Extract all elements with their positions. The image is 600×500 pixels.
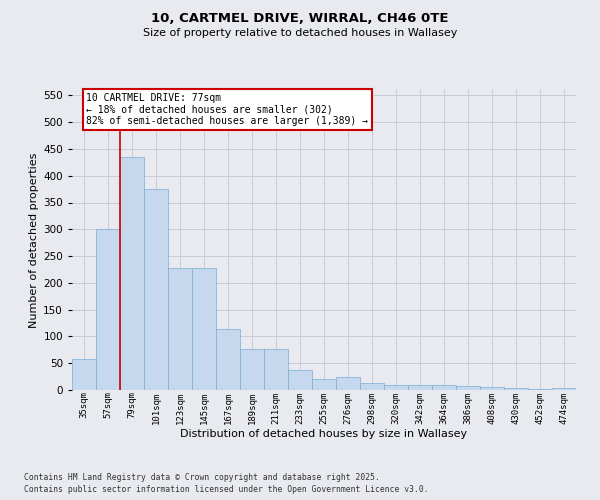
- Bar: [552, 388, 576, 390]
- Text: Contains public sector information licensed under the Open Government Licence v3: Contains public sector information licen…: [24, 485, 428, 494]
- Bar: [288, 370, 312, 390]
- Bar: [240, 349, 264, 390]
- Bar: [480, 388, 504, 390]
- Text: Size of property relative to detached houses in Wallasey: Size of property relative to detached ho…: [143, 28, 457, 38]
- Bar: [144, 189, 168, 390]
- Bar: [264, 349, 288, 390]
- Bar: [408, 385, 432, 390]
- X-axis label: Distribution of detached houses by size in Wallasey: Distribution of detached houses by size …: [181, 429, 467, 439]
- Y-axis label: Number of detached properties: Number of detached properties: [29, 152, 39, 328]
- Bar: [456, 386, 480, 390]
- Bar: [312, 380, 336, 390]
- Bar: [336, 376, 360, 390]
- Bar: [528, 389, 552, 390]
- Bar: [96, 230, 120, 390]
- Text: 10 CARTMEL DRIVE: 77sqm
← 18% of detached houses are smaller (302)
82% of semi-d: 10 CARTMEL DRIVE: 77sqm ← 18% of detache…: [86, 92, 368, 126]
- Bar: [192, 268, 216, 390]
- Bar: [72, 360, 96, 390]
- Bar: [504, 388, 528, 390]
- Bar: [216, 330, 240, 390]
- Text: 10, CARTMEL DRIVE, WIRRAL, CH46 0TE: 10, CARTMEL DRIVE, WIRRAL, CH46 0TE: [151, 12, 449, 26]
- Bar: [168, 268, 192, 390]
- Bar: [432, 384, 456, 390]
- Bar: [360, 382, 384, 390]
- Text: Contains HM Land Registry data © Crown copyright and database right 2025.: Contains HM Land Registry data © Crown c…: [24, 472, 380, 482]
- Bar: [384, 384, 408, 390]
- Bar: [120, 157, 144, 390]
